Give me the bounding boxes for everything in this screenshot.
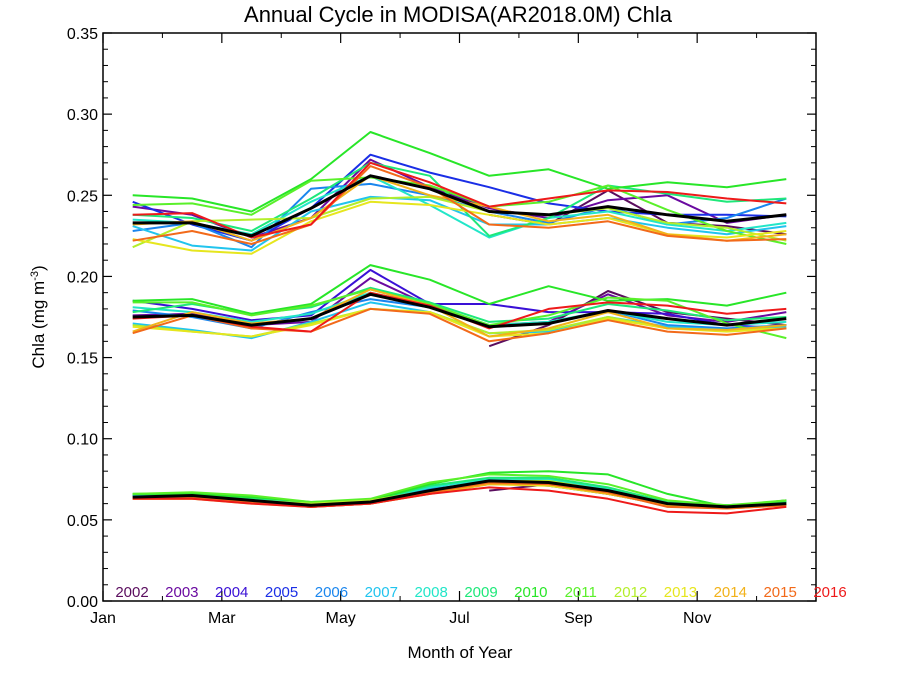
y-tick-label: 0.35 [67, 26, 98, 43]
series-line-2015-band-1 [132, 481, 787, 510]
x-tick-label: May [326, 610, 356, 627]
series-line-2011-band-2 [132, 288, 787, 340]
y-tick-label: 0.15 [67, 351, 98, 368]
legend-item-2010: 2010 [514, 584, 547, 601]
x-tick-label: Jul [449, 610, 469, 627]
chart-title: Annual Cycle in MODISA(AR2018.0M) Chla [244, 2, 673, 27]
y-axis-label: Chla (mg m-3) [29, 265, 48, 368]
legend-item-2014: 2014 [714, 584, 747, 601]
legend-item-2012: 2012 [614, 584, 647, 601]
series-line-2012-band-3 [132, 195, 787, 249]
legend-item-2003: 2003 [165, 584, 198, 601]
y-tick-label: 0.10 [67, 432, 98, 449]
x-tick-label: Jan [90, 610, 116, 627]
legend-item-2013: 2013 [664, 584, 697, 601]
legend-item-2004: 2004 [215, 584, 248, 601]
series-line-2009-band-1 [132, 476, 787, 507]
x-tick-label: Mar [208, 610, 236, 627]
series-line-2011-band-1 [132, 473, 787, 507]
mean-line-band-2 [132, 292, 787, 329]
legend-item-2008: 2008 [414, 584, 447, 601]
series-line-2016-band-1 [132, 486, 787, 515]
legend-item-2005: 2005 [265, 584, 298, 601]
axes: 0.00 0.05 0.10 0.15 0.20 0.25 0.30 0.35 Jan Mar Ma… [67, 26, 816, 627]
y-tick-label: 0.00 [67, 594, 98, 611]
series-line-2004-band-2 [132, 268, 787, 330]
mean-line-band-3 [132, 174, 787, 238]
y-tick-label: 0.05 [67, 513, 98, 530]
mean-line-band-1 [132, 479, 787, 509]
series-line-2007-band-3 [132, 195, 787, 252]
x-tick-label: Sep [564, 610, 593, 627]
series-line-2011-band-3 [132, 176, 787, 245]
legend-item-2015: 2015 [763, 584, 796, 601]
legend-item-2007: 2007 [365, 584, 398, 601]
x-tick-label: Nov [683, 610, 711, 627]
series-line-2015-band-2 [132, 307, 787, 343]
series-line-2015-band-3 [132, 165, 787, 245]
legend: 2002 2003 2004 2005 2006 2007 2008 2009 2010 2011… [115, 584, 846, 601]
y-tick-label: 0.20 [67, 269, 98, 286]
x-axis-label: Month of Year [408, 643, 513, 662]
legend-item-2016: 2016 [813, 584, 846, 601]
plot-lines [132, 131, 787, 515]
legend-item-2006: 2006 [315, 584, 348, 601]
legend-item-2009: 2009 [464, 584, 497, 601]
legend-item-2002: 2002 [115, 584, 148, 601]
y-tick-label: 0.25 [67, 188, 98, 205]
series-line-2014-band-2 [132, 288, 787, 338]
legend-item-2011: 2011 [565, 584, 597, 601]
series-line-2010-band-2 [132, 264, 787, 315]
series-line-2010-band-3 [132, 131, 787, 213]
y-tick-label: 0.30 [67, 107, 98, 124]
